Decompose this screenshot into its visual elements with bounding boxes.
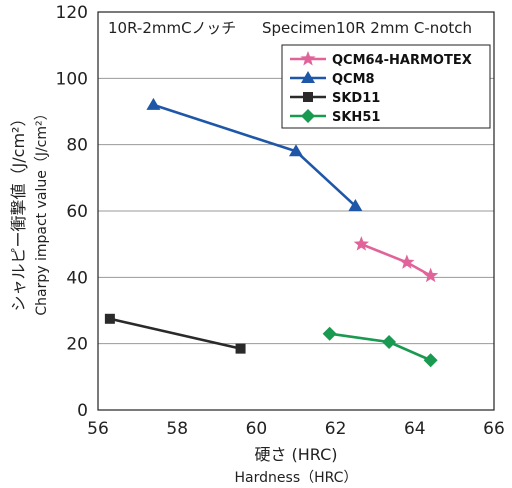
data-point [322,326,337,341]
y-tick-label: 0 [77,401,88,421]
legend: QCM64-HARMOTEX QCM8 SKD11 SKH51 [281,44,491,129]
chart-title: 10R-2mmCノッチ [108,19,236,37]
legend-marker [301,71,315,83]
data-point [348,199,363,212]
x-tick-label: 56 [87,419,109,439]
y-axis-label-en: Charpy impact value（J/cm²） [34,106,50,315]
series-line [360,242,432,277]
y-tick-label: 120 [56,3,88,23]
series-qcm8 [146,97,363,212]
legend-item: QCM8 [290,71,375,87]
data-point [289,144,303,157]
legend-label: SKH51 [332,110,380,125]
legend-item: SKD11 [290,91,380,106]
data-point [423,267,439,283]
data-point [399,254,415,269]
x-tick-label: 66 [483,419,505,439]
x-tick-label: 60 [246,419,268,439]
series-line [109,317,241,350]
plot-area-frame [97,11,495,411]
x-tick-label: 64 [404,419,426,439]
y-tick-label: 60 [66,202,88,222]
x-tick-labels: 56 58 60 62 64 66 [87,419,505,439]
legend-label: QCM8 [332,72,375,87]
series-line [329,332,432,362]
y-axis-label: シャルピー衝撃値（J/cm²） [9,111,28,312]
legend-label: QCM64-HARMOTEX [332,53,472,68]
x-axis-label-en: Hardness（HRC） [235,470,358,486]
legend-marker [300,51,316,66]
legend-items: QCM64-HARMOTEX QCM8 SKD11 SKH51 [290,51,472,125]
y-tick-label: 80 [66,136,88,156]
data-point [235,343,246,354]
series-skd11 [104,313,246,354]
data-point [382,335,397,350]
data-point [353,236,369,251]
data-point [423,353,438,368]
chart-subtitle: Specimen10R 2mm C-notch [262,19,472,37]
legend-item: QCM64-HARMOTEX [290,51,472,68]
data-point [104,313,115,324]
series-qcm64-harmotex [353,236,439,283]
legend-item: SKH51 [290,109,380,125]
legend-marker [301,109,315,123]
data-series [104,97,439,368]
legend-marker [303,92,313,102]
y-tick-label: 20 [66,335,88,355]
series-skh51 [322,326,438,368]
x-axis-label: 硬さ (HRC) [254,445,337,464]
y-tick-label: 100 [56,69,88,89]
x-tick-label: 58 [166,419,188,439]
data-point [146,97,161,110]
x-tick-label: 62 [325,419,347,439]
legend-label: SKD11 [332,91,380,106]
y-tick-label: 40 [66,268,88,288]
y-tick-labels: 0 20 40 60 80 100 120 [56,3,88,421]
